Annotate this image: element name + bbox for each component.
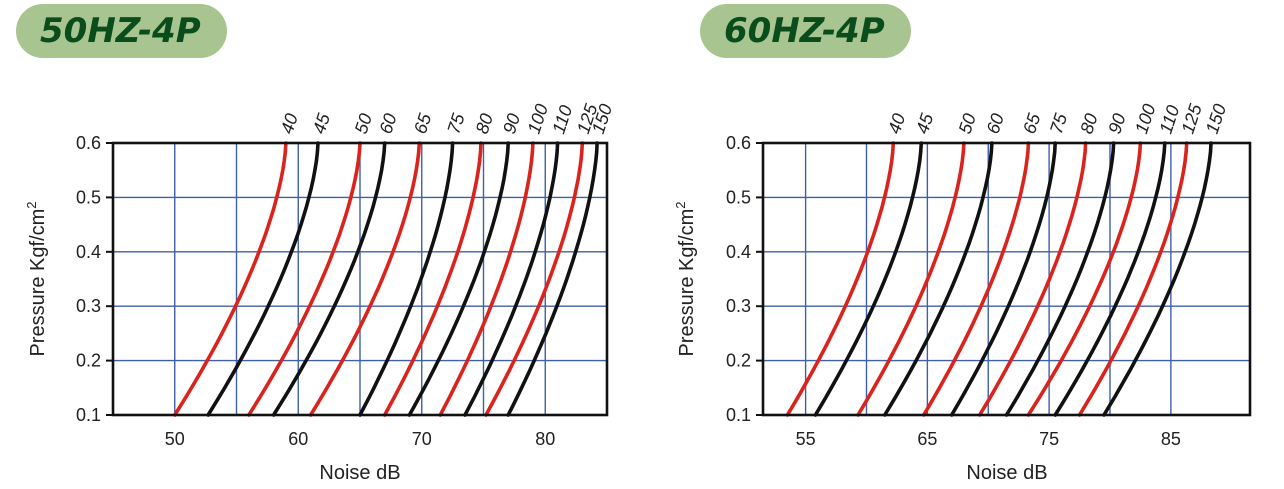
y-tick-label: 0.3 (76, 296, 101, 316)
y-tick-label: 0.2 (76, 351, 101, 371)
series-line-125 (484, 141, 585, 417)
series-line-150 (1102, 141, 1213, 417)
series-line-90 (1004, 141, 1116, 417)
series-line-100 (438, 141, 535, 417)
series-line-60 (883, 141, 994, 417)
y-tick-label: 0.6 (76, 133, 101, 153)
series-line-110 (463, 141, 560, 417)
series-line-150 (506, 141, 599, 417)
series-label-50: 50 (351, 111, 376, 136)
series-line-75 (949, 141, 1057, 417)
y-axis-title-text: Pressure Kgf/cm (676, 209, 698, 357)
series-label-65: 65 (410, 110, 436, 136)
series-label-75: 75 (443, 110, 469, 136)
y-axis-title-text: Pressure Kgf/cm (27, 209, 49, 357)
series-label-150: 150 (1202, 101, 1230, 136)
series-line-75 (358, 141, 455, 417)
y-tick-label: 0.4 (76, 242, 101, 262)
series-line-60 (271, 141, 387, 417)
y-tick-label: 0.5 (76, 187, 101, 207)
x-tick-label: 65 (917, 429, 937, 449)
series-label-75: 75 (1046, 110, 1072, 136)
x-tick-label: 80 (535, 429, 555, 449)
x-tick-label: 70 (412, 429, 432, 449)
y-tick-label: 0.3 (726, 296, 751, 316)
chart-title-60hz: 60HZ-4P (700, 4, 911, 58)
x-tick-label: 50 (165, 429, 185, 449)
chart-60hz-4p: 40 45 50 60 65 75 80 90 1001101251500.10.20.30.4… (673, 101, 1252, 484)
series-label-60: 60 (983, 111, 1008, 136)
series-label-40: 40 (277, 111, 302, 136)
y-axis-title: Pressure Kgf/cm2 (24, 201, 49, 356)
y-tick-label: 0.6 (726, 133, 751, 153)
y-axis-title-sup: 2 (24, 201, 39, 208)
series-line-65 (308, 141, 422, 417)
series-line-50 (856, 141, 966, 417)
series-line-50 (247, 141, 362, 417)
series-label-80: 80 (1076, 111, 1101, 136)
plot-frame (761, 141, 1252, 417)
x-axis-title: Noise dB (966, 462, 1047, 484)
series-label-110: 110 (548, 103, 576, 136)
series-line-100 (1026, 141, 1143, 417)
y-tick-label: 0.4 (726, 242, 751, 262)
series-line-40 (173, 141, 288, 417)
x-tick-label: 85 (1161, 429, 1181, 449)
x-axis-title: Noise dB (319, 462, 400, 484)
chart-title-50hz: 50HZ-4P (16, 4, 227, 58)
y-tick-label: 0.1 (726, 405, 751, 425)
series-label-65: 65 (1019, 110, 1045, 136)
series-label-100: 100 (1131, 101, 1159, 136)
x-tick-label: 60 (288, 429, 308, 449)
series-line-45 (813, 141, 924, 417)
series-line-80 (382, 141, 483, 417)
plot-frame (111, 141, 609, 417)
series-label-50: 50 (955, 111, 980, 136)
x-tick-label: 75 (1039, 429, 1059, 449)
series-label-60: 60 (375, 111, 400, 136)
series-label-45: 45 (309, 110, 335, 136)
series-label-90: 90 (499, 111, 524, 136)
y-tick-label: 0.2 (726, 351, 751, 371)
series-label-100: 100 (524, 101, 552, 136)
y-tick-label: 0.1 (76, 405, 101, 425)
series-line-65 (921, 141, 1031, 417)
series-label-45: 45 (912, 110, 938, 136)
y-axis-title-sup: 2 (673, 201, 688, 208)
series-line-110 (1053, 141, 1167, 417)
chart-50hz-4p: 40 45 50 60 65 75 80 90 1001101251500.10.20.30.4… (24, 101, 616, 484)
series-label-40: 40 (884, 111, 909, 136)
series-line-80 (977, 141, 1088, 417)
y-axis-title: Pressure Kgf/cm2 (673, 201, 698, 356)
y-tick-label: 0.5 (726, 187, 751, 207)
series-label-80: 80 (472, 111, 497, 136)
series-line-40 (785, 141, 896, 417)
x-tick-label: 55 (796, 429, 816, 449)
series-label-90: 90 (1104, 111, 1129, 136)
series-line-45 (206, 141, 320, 417)
series-line-90 (407, 141, 510, 417)
series-line-125 (1077, 141, 1189, 417)
